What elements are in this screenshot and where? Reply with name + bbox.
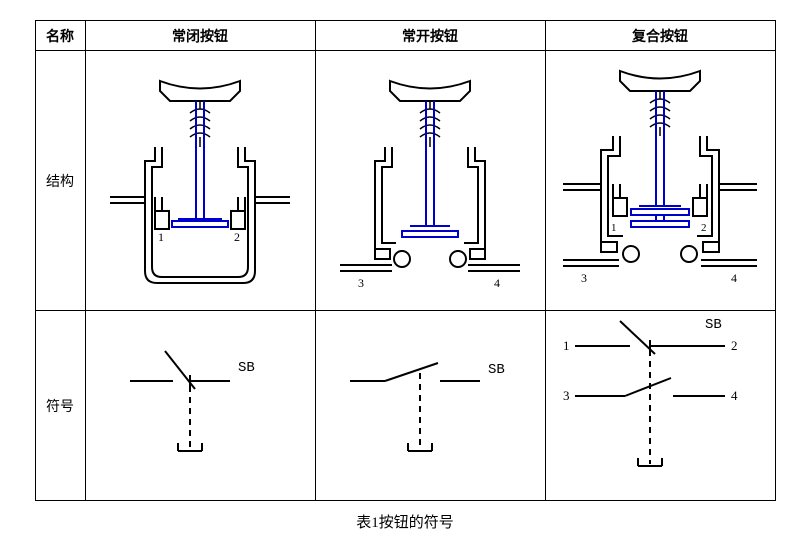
symbol-diagram-comp: SB 1 2 3 4 [555,316,765,496]
housing-icon [601,136,719,252]
structure-cell-comp: 1 2 3 4 [545,51,775,311]
terminal-label-1: 1 [158,230,164,244]
row-label-symbol: 符号 [35,311,85,501]
symbol-label-sb: SB [705,317,722,333]
button-table: 名称 常闭按钮 常开按钮 复合按钮 结构 [35,20,776,501]
symbol-label-sb: SB [238,360,255,376]
bottom-terminals [563,246,757,266]
header-col-no: 常开按钮 [315,21,545,51]
bottom-terminals [340,251,520,271]
symbol-row: 符号 SB [35,311,775,501]
plunger-icon [631,91,689,227]
button-cap-icon [620,71,700,91]
terminal-label-2: 2 [701,222,707,234]
spring-icon [420,101,440,147]
spring-icon [190,101,210,147]
housing-icon [375,147,485,259]
structure-cell-no: 3 4 [315,51,545,311]
structure-row: 结构 [35,51,775,311]
table-caption: 表1按钮的符号 [20,511,790,532]
header-col-nc: 常闭按钮 [85,21,315,51]
spring-icon [650,91,670,136]
button-cap-icon [160,81,240,101]
structure-diagram-no: 3 4 [330,61,530,301]
structure-diagram-comp: 1 2 3 4 [555,56,765,306]
terminal-label-3: 3 [358,276,364,290]
symbol-diagram-nc: SB [110,331,290,481]
structure-diagram-nc: 1 2 [100,61,300,301]
symbol-term-1: 1 [563,338,570,353]
header-col-comp: 复合按钮 [545,21,775,51]
terminal-label-1: 1 [611,222,617,234]
header-row: 名称 常闭按钮 常开按钮 复合按钮 [35,21,775,51]
structure-cell-nc: 1 2 [85,51,315,311]
terminal-label-4: 4 [494,276,500,290]
symbol-term-4: 4 [731,388,738,403]
symbol-label-sb: SB [488,362,505,378]
header-name: 名称 [35,21,85,51]
plunger-icon [172,101,228,227]
button-cap-icon [390,81,470,101]
plunger-icon [402,101,458,237]
symbol-cell-comp: SB 1 2 3 4 [545,311,775,501]
terminal-label-3: 3 [581,271,587,285]
symbol-cell-nc: SB [85,311,315,501]
symbol-term-2: 2 [731,338,738,353]
terminal-label-4: 4 [731,271,737,285]
symbol-term-3: 3 [563,388,570,403]
symbol-diagram-no: SB [330,331,530,481]
row-label-structure: 结构 [35,51,85,311]
symbol-cell-no: SB [315,311,545,501]
terminal-label-2: 2 [234,230,240,244]
